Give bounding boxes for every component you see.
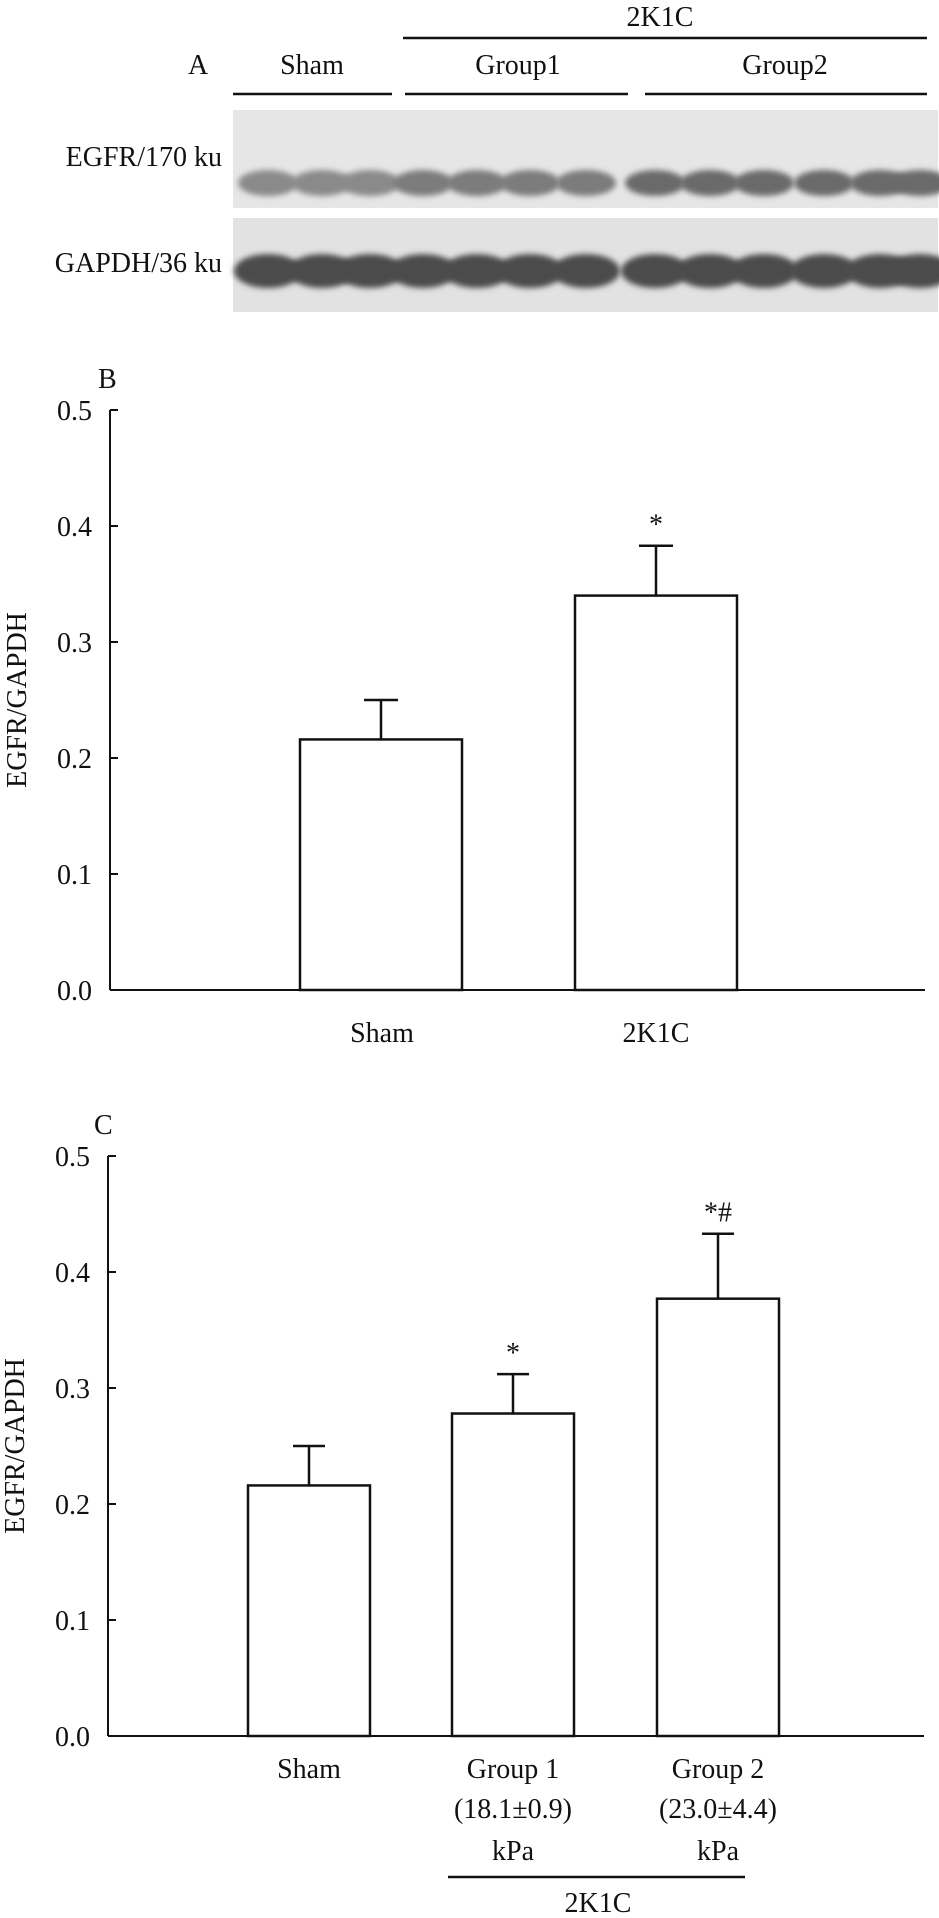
panel-a-western-blot: A 2K1C Sham Group1 Group2 EGFR/170 ku GA… [55, 2, 939, 312]
gapdh-band [234, 254, 302, 288]
significance-marker-2k1c: * [649, 510, 663, 541]
panel-c-bar-group1: * [450, 1338, 576, 1738]
egfr-bands [238, 170, 939, 196]
panel-b-bar-sham [298, 698, 464, 992]
y-tick-label: 0.2 [57, 744, 92, 775]
egfr-band [625, 170, 685, 196]
y-tick-label: 0.5 [55, 1142, 90, 1173]
x-label-sham: Sham [350, 1018, 414, 1049]
gapdh-band [730, 254, 798, 288]
y-tick-label: 0.3 [55, 1374, 90, 1405]
x-label-group1: Group 1 [467, 1754, 560, 1785]
x-label-group2: Group 2 [672, 1754, 765, 1785]
x-sublabel-group2: (23.0±4.4) [659, 1794, 777, 1825]
gapdh-band [336, 254, 404, 288]
y-tick-label: 0.1 [57, 860, 92, 891]
bar-sham [298, 738, 464, 992]
panel-c-chart: C EGFR/GAPDH 0.0 0.1 0.2 0.3 0.4 0.5 [0, 1110, 924, 1918]
bar-2k1c [573, 594, 739, 992]
panel-b-label: B [98, 364, 117, 395]
panel-a-label: A [188, 50, 209, 81]
y-tick-label: 0.0 [57, 976, 92, 1007]
significance-marker-group1: * [506, 1338, 520, 1369]
x-sublabel-group1: (18.1±0.9) [454, 1794, 572, 1825]
egfr-band [393, 170, 453, 196]
panel-c-y-axis-label: EGFR/GAPDH [0, 1358, 31, 1534]
panel-c-bar-sham [246, 1444, 372, 1738]
egfr-band [556, 170, 616, 196]
unit-label-group1: kPa [492, 1836, 535, 1867]
row-label-gapdh: GAPDH/36 ku [55, 248, 222, 279]
egfr-band [500, 170, 560, 196]
egfr-band [794, 170, 854, 196]
gapdh-band [552, 254, 620, 288]
y-tick-label: 0.1 [55, 1606, 90, 1637]
panel-b-y-ticks: 0.0 0.1 0.2 0.3 0.4 0.5 [57, 396, 118, 1007]
y-tick-label: 0.0 [55, 1722, 90, 1753]
gapdh-band [443, 254, 511, 288]
egfr-band [890, 170, 939, 196]
y-tick-label: 0.2 [55, 1490, 90, 1521]
lane-label-sham: Sham [280, 50, 344, 81]
y-tick-label: 0.4 [55, 1258, 90, 1289]
panel-b-bar-2k1c: * [573, 510, 739, 992]
egfr-band [340, 170, 400, 196]
lane-label-group1: Group1 [475, 50, 561, 81]
gapdh-band [790, 254, 858, 288]
gapdh-band [288, 254, 356, 288]
row-label-egfr: EGFR/170 ku [66, 142, 222, 173]
panel-c-bar-group2: *# [655, 1198, 781, 1738]
header-2k1c-label: 2K1C [627, 2, 694, 33]
gapdh-band [621, 254, 689, 288]
gapdh-bands [234, 254, 939, 288]
x-label-2k1c: 2K1C [623, 1018, 690, 1049]
bar-sham [246, 1484, 372, 1738]
panel-b-chart: B EGFR/GAPDH 0.0 0.1 0.2 0.3 0.4 0.5 [2, 364, 925, 1049]
group-label-2k1c: 2K1C [565, 1888, 632, 1918]
egfr-band [734, 170, 794, 196]
egfr-band [680, 170, 740, 196]
x-label-sham: Sham [277, 1754, 341, 1785]
lane-label-group2: Group2 [742, 50, 828, 81]
panel-c-label: C [94, 1110, 113, 1141]
unit-label-group2: kPa [697, 1836, 740, 1867]
egfr-band [292, 170, 352, 196]
y-tick-label: 0.3 [57, 628, 92, 659]
bar-group2 [655, 1297, 781, 1738]
panel-c-y-ticks: 0.0 0.1 0.2 0.3 0.4 0.5 [55, 1142, 116, 1753]
gapdh-band [886, 254, 939, 288]
gapdh-band [389, 254, 457, 288]
egfr-band [447, 170, 507, 196]
gapdh-band [496, 254, 564, 288]
y-tick-label: 0.5 [57, 396, 92, 427]
panel-b-y-axis-label: EGFR/GAPDH [2, 612, 33, 788]
y-tick-label: 0.4 [57, 512, 92, 543]
significance-marker-group2: *# [704, 1198, 732, 1229]
gapdh-band [676, 254, 744, 288]
egfr-band [238, 170, 298, 196]
bar-group1 [450, 1412, 576, 1738]
